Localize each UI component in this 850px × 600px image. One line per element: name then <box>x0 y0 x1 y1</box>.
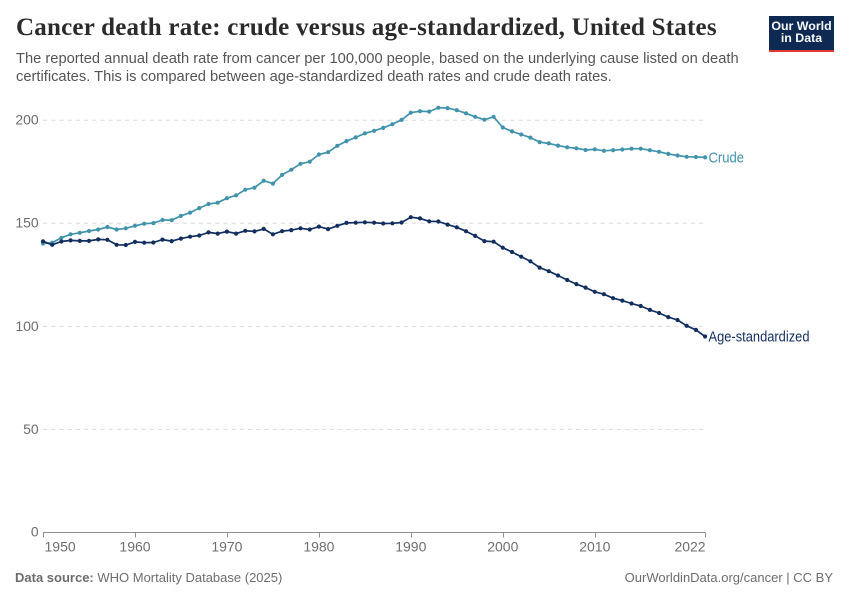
svg-text:0: 0 <box>31 524 39 540</box>
svg-text:200: 200 <box>15 112 39 128</box>
svg-text:2000: 2000 <box>487 538 518 554</box>
svg-text:Age-standardized: Age-standardized <box>709 329 810 345</box>
svg-text:1960: 1960 <box>119 538 150 554</box>
svg-text:1990: 1990 <box>395 538 426 554</box>
svg-text:1980: 1980 <box>303 538 334 554</box>
svg-text:2022: 2022 <box>674 538 705 554</box>
svg-text:Crude: Crude <box>709 150 745 166</box>
svg-text:2010: 2010 <box>579 538 610 554</box>
svg-text:50: 50 <box>23 421 39 437</box>
svg-text:1970: 1970 <box>211 538 242 554</box>
svg-text:100: 100 <box>15 318 39 334</box>
svg-text:1950: 1950 <box>45 538 76 554</box>
svg-text:150: 150 <box>15 215 39 231</box>
